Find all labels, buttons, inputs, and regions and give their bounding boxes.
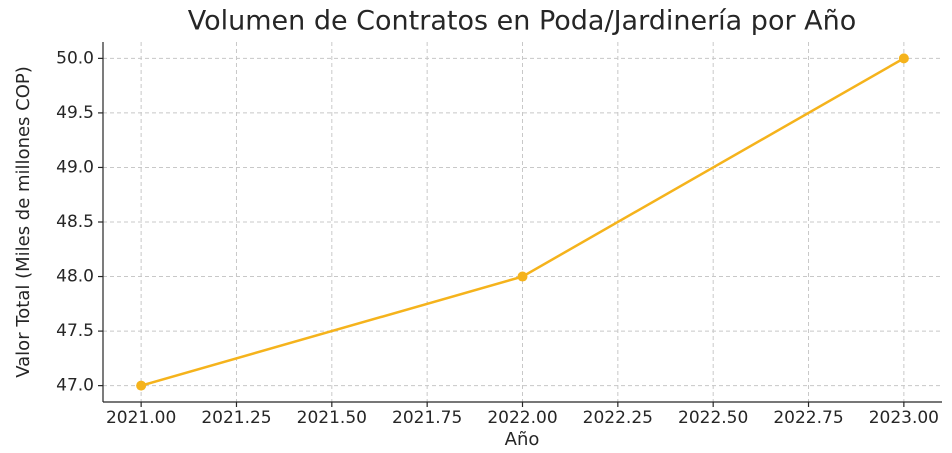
x-tick-label: 2022.25 xyxy=(583,408,653,428)
x-tick-label: 2021.75 xyxy=(392,408,462,428)
x-tick-label: 2021.25 xyxy=(201,408,271,428)
y-tick-label: 49.5 xyxy=(56,103,94,123)
x-tick-label: 2022.50 xyxy=(678,408,748,428)
x-axis-label: Año xyxy=(505,429,540,450)
y-axis-label: Valor Total (Miles de millones COP) xyxy=(13,66,34,378)
y-tick-label: 47.0 xyxy=(56,376,94,396)
x-tick-label: 2023.00 xyxy=(869,408,939,428)
y-tick-label: 49.0 xyxy=(56,157,94,177)
y-tick-label: 48.0 xyxy=(56,267,94,287)
x-tick-label: 2021.00 xyxy=(106,408,176,428)
marker xyxy=(898,53,909,64)
marker xyxy=(136,380,147,391)
x-tick-label: 2022.00 xyxy=(487,408,557,428)
chart-title: Volumen de Contratos en Poda/Jardinería … xyxy=(188,6,857,37)
marker xyxy=(517,271,528,282)
x-tick-label: 2021.50 xyxy=(297,408,367,428)
y-tick-label: 47.5 xyxy=(56,321,94,341)
x-tick-label: 2022.75 xyxy=(773,408,843,428)
y-tick-label: 48.5 xyxy=(56,212,94,232)
y-tick-label: 50.0 xyxy=(56,48,94,68)
